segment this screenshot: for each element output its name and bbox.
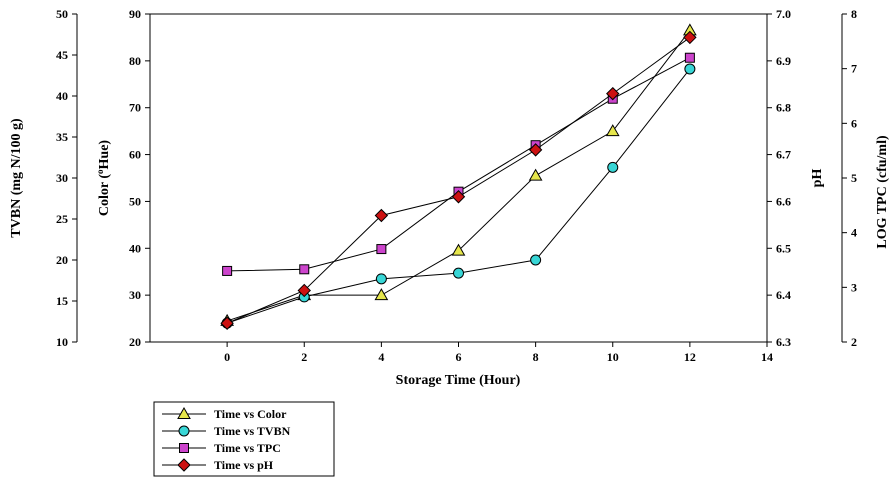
color-tick-label: 30 [129,288,141,302]
x-tick-label: 12 [684,350,696,364]
data-point-color [374,288,389,301]
series-layer [220,23,697,330]
tpc-axis-title: LOG TPC (cfu/ml) [875,135,890,249]
plot-area-border [149,13,768,343]
legend-marker-color [177,406,191,419]
tpc-tick-label: 8 [851,7,857,21]
ph-tick-label: 6.3 [776,335,791,349]
tpc-tick-label: 2 [851,335,857,349]
x-tick-label: 4 [378,350,384,364]
tvbn-tick-label: 35 [56,130,68,144]
ph-tick-label: 6.8 [776,101,791,115]
series-line-ph [226,37,691,324]
data-point-ph [528,143,543,157]
tvbn-tick-label: 10 [56,335,68,349]
legend-entry: Time vs pH [162,458,274,472]
ph-tick-label: 7.0 [776,7,791,21]
x-axis-title: Storage Time (Hour) [396,373,521,388]
tpc-tick-label: 3 [851,280,857,294]
color-axis-title: Color (oHue) [95,140,112,217]
ph-tick-label: 6.7 [776,148,791,162]
data-point-tpc [376,244,387,255]
legend-entry: Time vs TVBN [162,424,291,438]
data-point-ph [220,316,234,330]
color-tick-label: 40 [129,241,141,255]
tvbn-axis-title: TVBN (mg N/100 g) [9,118,24,238]
tvbn-axis-ticks: 10 15 20 25 30 35 40 45 50 [56,7,77,349]
x-axis-ticks: 0 2 4 6 8 10 12 14 [224,342,773,364]
data-point-ph [683,30,697,45]
tpc-tick-label: 7 [851,62,857,76]
ph-axis-title: pH [810,169,825,188]
data-point-tvbn [684,63,696,75]
legend-label: Time vs pH [214,458,274,472]
color-tick-label: 20 [129,335,141,349]
data-point-tvbn [453,267,464,279]
color-tick-label: 90 [129,7,141,21]
legend-marker-tpc [179,443,189,453]
data-point-ph [606,86,620,101]
tvbn-tick-label: 40 [56,89,68,103]
x-tick-label: 10 [607,350,619,364]
tvbn-tick-label: 50 [56,7,68,21]
x-tick-label: 6 [456,350,462,364]
tvbn-tick-label: 20 [56,253,68,267]
data-point-tvbn [530,254,542,266]
color-tick-label: 70 [129,101,141,115]
tvbn-tick-label: 15 [56,294,68,308]
data-point-color [605,124,620,137]
tpc-tick-label: 4 [851,226,857,240]
ph-tick-label: 6.5 [776,241,791,255]
legend: Time vs Color Time vs TVBN Time vs TPC Time… [153,401,335,477]
tpc-tick-label: 6 [851,116,857,130]
data-point-color [528,168,543,181]
data-point-ph [297,283,311,298]
color-tick-label: 50 [129,194,141,208]
data-point-tpc [299,264,310,275]
color-tick-label: 80 [129,54,141,68]
degree-superscript: o [95,169,105,174]
data-point-color [451,243,466,256]
tvbn-tick-label: 45 [56,48,68,62]
data-point-tvbn [607,161,619,173]
x-tick-label: 8 [533,350,539,364]
legend-marker-tvbn [178,425,190,437]
series-color [220,23,697,326]
legend-label: Time vs TVBN [214,424,291,438]
data-point-ph [451,190,466,204]
data-point-tpc [222,265,233,276]
legend-entry: Time vs Color [162,406,287,421]
ph-tick-label: 6.4 [776,288,791,302]
x-tick-label: 2 [301,350,307,364]
legend-entry: Time vs TPC [162,441,281,455]
tvbn-tick-label: 25 [56,212,68,226]
series-ph [220,30,697,330]
legend-marker-ph [177,458,191,472]
ph-axis-ticks: 6.3 6.4 6.5 6.6 6.7 6.8 6.9 7.0 [767,7,791,349]
tpc-tick-label: 5 [851,171,857,185]
data-point-tpc [684,52,695,63]
legend-entries: Time vs Color Time vs TVBN Time vs TPC Time… [162,406,291,472]
tvbn-tick-label: 30 [56,171,68,185]
tpc-axis-ticks: 2 3 4 5 6 7 8 [842,7,857,349]
plot-frame [76,13,843,343]
color-axis-ticks: 20 30 40 50 60 70 80 90 [129,7,150,349]
legend-label: Time vs Color [214,407,287,421]
data-point-ph [374,208,389,223]
ph-tick-label: 6.9 [776,54,791,68]
legend-label: Time vs TPC [214,441,281,455]
data-point-tvbn [375,273,387,285]
series-line-tpc [227,57,691,272]
series-tpc [222,52,695,276]
x-tick-label: 0 [224,350,230,364]
x-tick-label: 14 [761,350,773,364]
ph-tick-label: 6.6 [776,194,791,208]
color-tick-label: 60 [129,148,141,162]
